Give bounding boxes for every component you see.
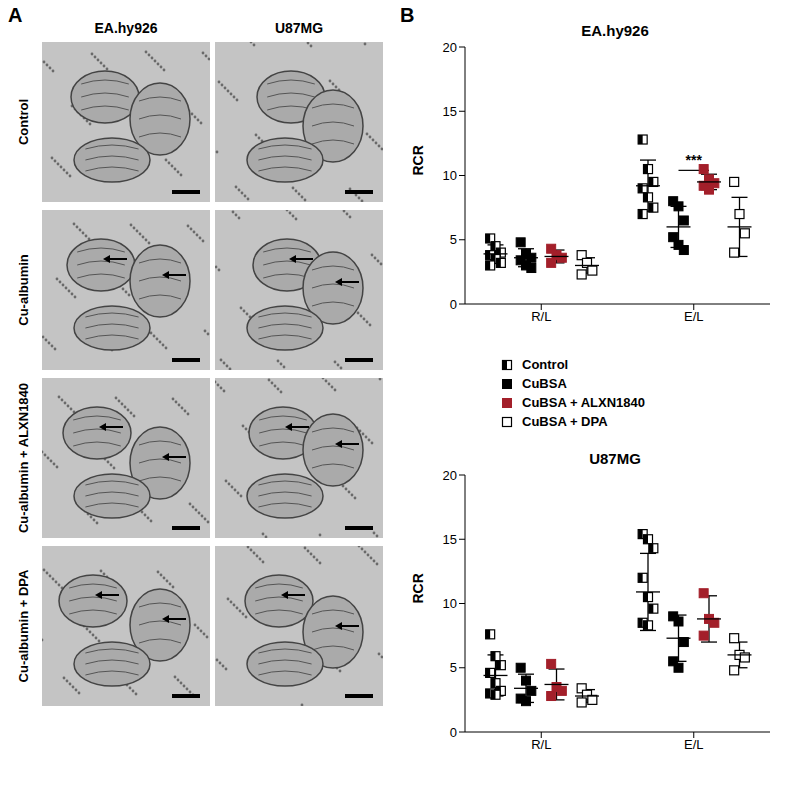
svg-text:R/L: R/L — [531, 737, 551, 752]
html-text:U87MG: U87MG — [589, 450, 641, 467]
html-text:CuBSA: CuBSA — [522, 376, 567, 391]
html-text:EA.hy926: EA.hy926 — [94, 20, 158, 36]
svg-text:0: 0 — [450, 725, 457, 740]
svg-text:5: 5 — [450, 660, 457, 675]
svg-text:***: *** — [686, 152, 703, 168]
svg-text:10: 10 — [443, 596, 457, 611]
svg-text:0: 0 — [450, 297, 457, 312]
html-text:CuBSA + ALXN1840: CuBSA + ALXN1840 — [522, 395, 645, 410]
svg-text:15: 15 — [443, 104, 457, 119]
html-text:U87MG: U87MG — [274, 20, 324, 36]
html-text:Control: Control — [16, 98, 31, 146]
html-text:EA.hy926: EA.hy926 — [581, 22, 649, 39]
html-text:CuBSA + DPA: CuBSA + DPA — [522, 414, 608, 429]
html-text:B: B — [400, 4, 415, 26]
svg-text:10: 10 — [443, 168, 457, 183]
svg-text:20: 20 — [443, 468, 457, 483]
html-text:A: A — [8, 4, 23, 26]
html-text:Control: Control — [522, 357, 569, 372]
svg-text:R/L: R/L — [531, 309, 551, 324]
svg-text:5: 5 — [450, 232, 457, 247]
svg-text:E/L: E/L — [684, 309, 704, 324]
svg-text:20: 20 — [443, 40, 457, 55]
svg-text:RCR: RCR — [410, 573, 426, 603]
html-text:Cu-albumin: Cu-albumin — [16, 254, 31, 326]
svg-text:15: 15 — [443, 532, 457, 547]
svg-text:RCR: RCR — [410, 145, 426, 175]
html-text:Cu-albumin + ALXN1840: Cu-albumin + ALXN1840 — [16, 382, 31, 534]
html-text:Cu-albumin + DPA: Cu-albumin + DPA — [16, 569, 31, 683]
svg-text:E/L: E/L — [684, 737, 704, 752]
